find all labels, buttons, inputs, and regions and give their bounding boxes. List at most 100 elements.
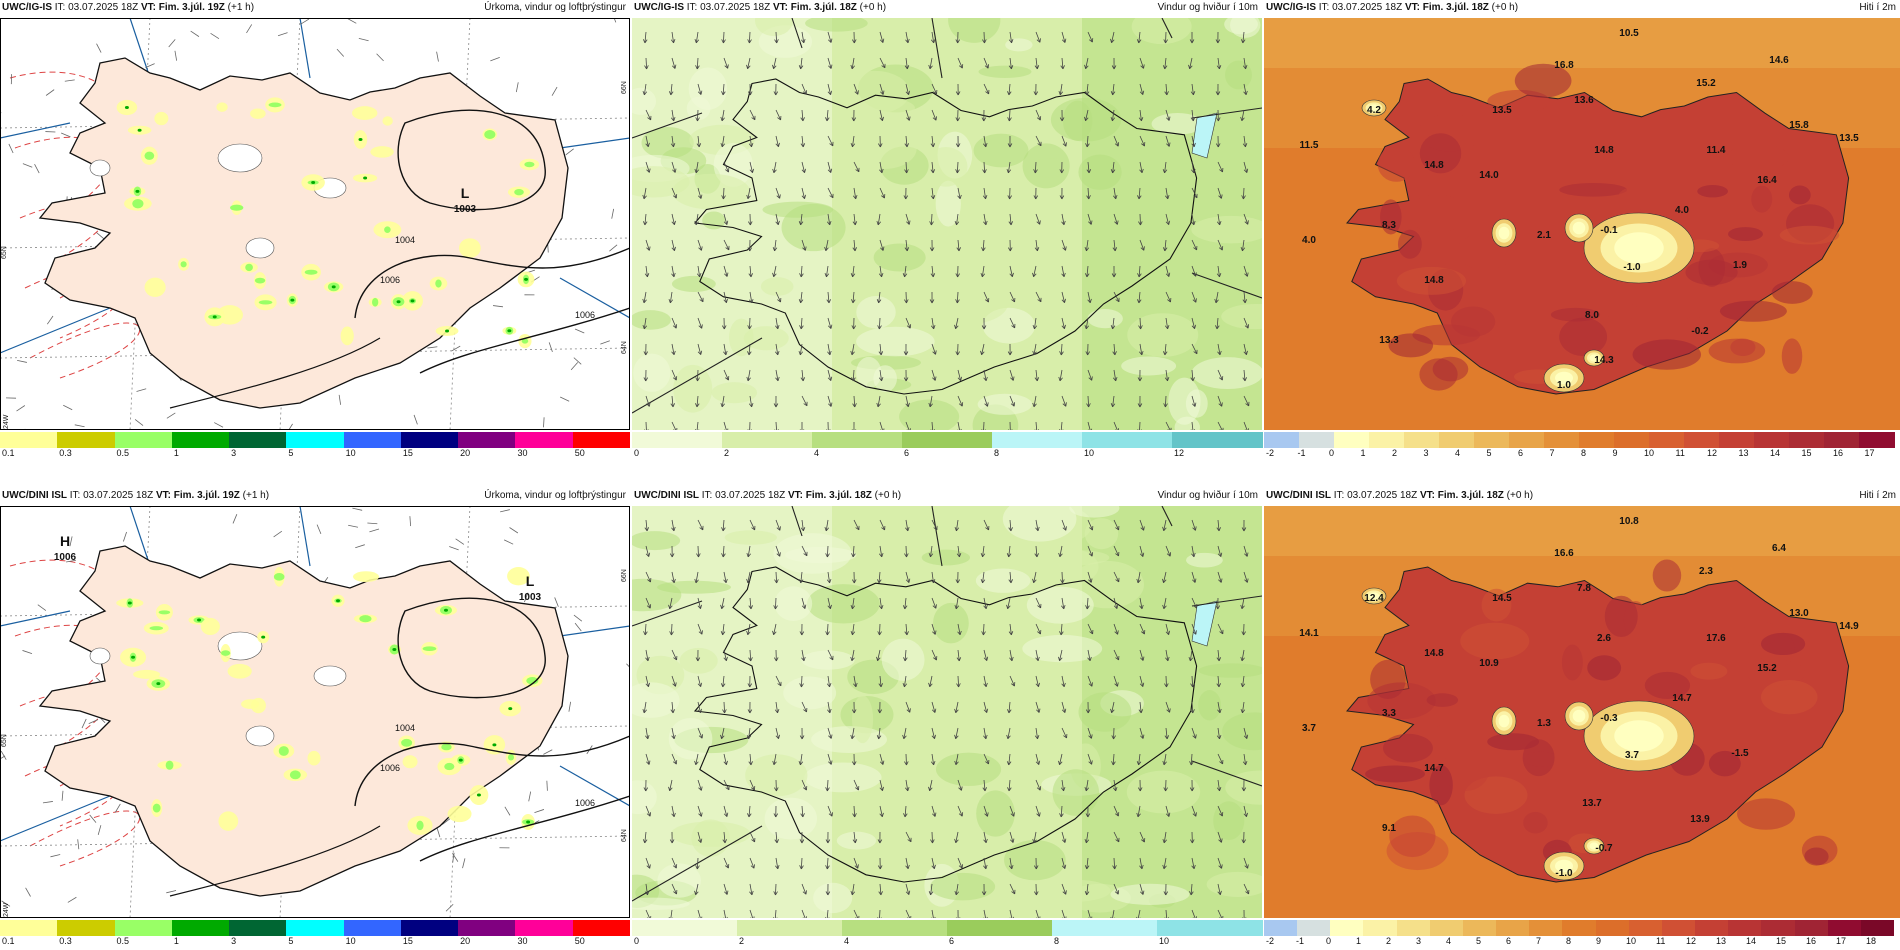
valid-time: Fim. 3.júl. 18Z bbox=[1422, 2, 1489, 13]
temp-value-label: 1.9 bbox=[1733, 260, 1747, 271]
product-title: Vindur og hviður í 10m bbox=[1157, 490, 1258, 501]
colorbar-tick-label: 3 bbox=[231, 448, 237, 458]
temp-value-label: 14.7 bbox=[1424, 763, 1444, 774]
temp-value-label: 15.2 bbox=[1696, 78, 1716, 89]
temp-value-label: 13.5 bbox=[1492, 105, 1512, 116]
temp-value-label: -1.5 bbox=[1731, 748, 1749, 759]
colorbar-swatch bbox=[343, 920, 402, 936]
temp-value-label: -0.1 bbox=[1600, 225, 1618, 236]
colorbar-swatch bbox=[1334, 432, 1370, 448]
lead-time: (+0 h) bbox=[1506, 490, 1534, 501]
colorbar-swatch bbox=[1789, 432, 1825, 448]
colorbar-tick-label: 6 bbox=[1506, 936, 1512, 946]
colorbar-tick-label: 9 bbox=[1612, 448, 1618, 458]
temp-value-label: 3.7 bbox=[1625, 750, 1639, 761]
valid-time: Fim. 3.júl. 18Z bbox=[790, 2, 857, 13]
map-area[interactable]: 10.5 14.6 16.8 15.2 4.2 13.5 13.6 11.5 14.8 14.8 1… bbox=[1264, 18, 1900, 430]
lat-label: 65N bbox=[1, 246, 8, 259]
colorbar-tick-label: 6 bbox=[1518, 448, 1524, 458]
vt-label: VT: bbox=[772, 2, 788, 13]
map-area[interactable] bbox=[632, 18, 1262, 430]
colorbar-tick-label: 0.1 bbox=[2, 936, 15, 946]
colorbar-swatch bbox=[1719, 432, 1755, 448]
it-label: IT: bbox=[686, 2, 698, 13]
temp-value-label: 14.5 bbox=[1492, 593, 1512, 604]
temp-value-label: 13.3 bbox=[1379, 335, 1399, 346]
isobar-label: 1004 bbox=[395, 723, 415, 733]
map-area[interactable]: 10.8 6.4 16.6 2.3 12.4 14.5 7.8 14.1 2.6 14.8 17.6… bbox=[1264, 506, 1900, 918]
temp-value-label: 4.2 bbox=[1367, 105, 1381, 116]
colorbar: -2 -1 0 1 2 3 4 5 6 7 8 9 10 11 12 13 14 15 16 17 bbox=[1264, 432, 1895, 458]
lon-label: 24W bbox=[3, 902, 10, 917]
colorbar-swatch bbox=[1529, 920, 1563, 936]
colorbar-swatch bbox=[737, 920, 843, 936]
colorbar-tick-label: 18 bbox=[1866, 936, 1877, 946]
colorbar-tick-label: 16 bbox=[1806, 936, 1817, 946]
colorbar-swatch bbox=[1297, 920, 1331, 936]
temp-value-label: 2.6 bbox=[1597, 633, 1611, 644]
temp-value-label: 14.6 bbox=[1769, 55, 1789, 66]
colorbar-tick-label: 2 bbox=[724, 448, 730, 458]
lead-time: (+1 h) bbox=[227, 2, 255, 13]
colorbar-tick-label: 0.3 bbox=[59, 448, 72, 458]
colorbar-tick-label: 0 bbox=[634, 936, 640, 946]
colorbar-swatch bbox=[1684, 432, 1720, 448]
init-time: 03.07.2025 18Z bbox=[700, 2, 771, 13]
colorbar-swatch bbox=[229, 920, 287, 936]
map-area[interactable]: 1004 1006 1006 L 1003 66N 65N 64N 24W bbox=[0, 18, 630, 430]
colorbar-tick-label: 10 bbox=[1644, 448, 1655, 458]
colorbar-tick-label: 9 bbox=[1596, 936, 1602, 946]
colorbar-swatch bbox=[1369, 432, 1405, 448]
colorbar-tick-label: 11 bbox=[1675, 448, 1685, 458]
valid-time: Fim. 3.júl. 19Z bbox=[158, 2, 225, 13]
colorbar-swatch bbox=[1429, 920, 1464, 936]
colorbar-swatch bbox=[114, 920, 173, 936]
colorbar-swatch bbox=[0, 920, 58, 936]
colorbar-swatch bbox=[1761, 920, 1796, 936]
colorbar-swatch bbox=[1299, 432, 1335, 448]
lat-label: 64N bbox=[621, 829, 628, 842]
colorbar-tick-label: 13 bbox=[1738, 448, 1749, 458]
temp-value-label: 14.9 bbox=[1839, 621, 1859, 632]
colorbar-tick-label: 12 bbox=[1686, 936, 1697, 946]
colorbar-swatch bbox=[1082, 432, 1173, 448]
colorbar-swatch bbox=[1649, 432, 1685, 448]
colorbar-tick-label: 8 bbox=[1054, 936, 1060, 946]
colorbar-swatch bbox=[1363, 920, 1398, 936]
temp-value-label: 16.8 bbox=[1554, 60, 1574, 71]
colorbar-swatch bbox=[1396, 920, 1431, 936]
it-label: IT: bbox=[1333, 490, 1345, 501]
colorbar-tick-label: 2 bbox=[1386, 936, 1392, 946]
colorbar-tick-label: 20 bbox=[460, 448, 471, 458]
colorbar-swatch bbox=[1496, 920, 1530, 936]
colorbar-tick-label: 4 bbox=[844, 936, 850, 946]
init-time: 03.07.2025 18Z bbox=[715, 490, 786, 501]
colorbar-swatch bbox=[1544, 432, 1580, 448]
temp-value-label: 11.4 bbox=[1707, 145, 1726, 156]
temp-value-label: 8.0 bbox=[1585, 310, 1599, 321]
colorbar-tick-label: 8 bbox=[994, 448, 1000, 458]
temp-value-label: 14.3 bbox=[1594, 355, 1614, 366]
map-area[interactable] bbox=[632, 506, 1262, 918]
map-area[interactable]: 1004 1006 1006 H 1006 L 1003 66N 65N 64N 24W bbox=[0, 506, 630, 918]
product-title: Hiti í 2m bbox=[1859, 2, 1896, 13]
colorbar-tick-label: 30 bbox=[517, 936, 528, 946]
lead-time: (+1 h) bbox=[242, 490, 270, 501]
temp-value-label: 8.3 bbox=[1382, 220, 1396, 231]
panel-header: UWC/IG-IS IT: 03.07.2025 18Z VT: Fim. 3.… bbox=[0, 0, 630, 16]
it-label: IT: bbox=[1318, 2, 1330, 13]
colorbar-swatch bbox=[902, 432, 993, 448]
it-label: IT: bbox=[54, 2, 66, 13]
colorbar-tick-label: 7 bbox=[1536, 936, 1542, 946]
product-title: Úrkoma, vindur og loftþrýstingur bbox=[484, 2, 626, 13]
temp-value-label: 16.4 bbox=[1757, 175, 1777, 186]
pressure-center-type: H bbox=[60, 533, 70, 549]
lat-label: 66N bbox=[621, 81, 628, 94]
colorbar-swatch bbox=[1827, 920, 1862, 936]
colorbar-tick-label: 11 bbox=[1656, 936, 1666, 946]
lat-label: 64N bbox=[621, 341, 628, 354]
init-time: 03.07.2025 18Z bbox=[1347, 490, 1418, 501]
pressure-center-value: 1003 bbox=[519, 592, 542, 603]
temp-value-label: 7.8 bbox=[1577, 583, 1591, 594]
colorbar-swatch bbox=[1628, 920, 1663, 936]
